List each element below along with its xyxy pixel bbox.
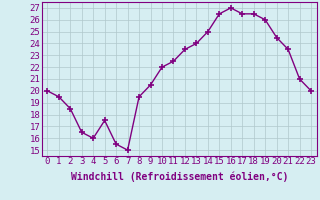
X-axis label: Windchill (Refroidissement éolien,°C): Windchill (Refroidissement éolien,°C) — [70, 172, 288, 182]
